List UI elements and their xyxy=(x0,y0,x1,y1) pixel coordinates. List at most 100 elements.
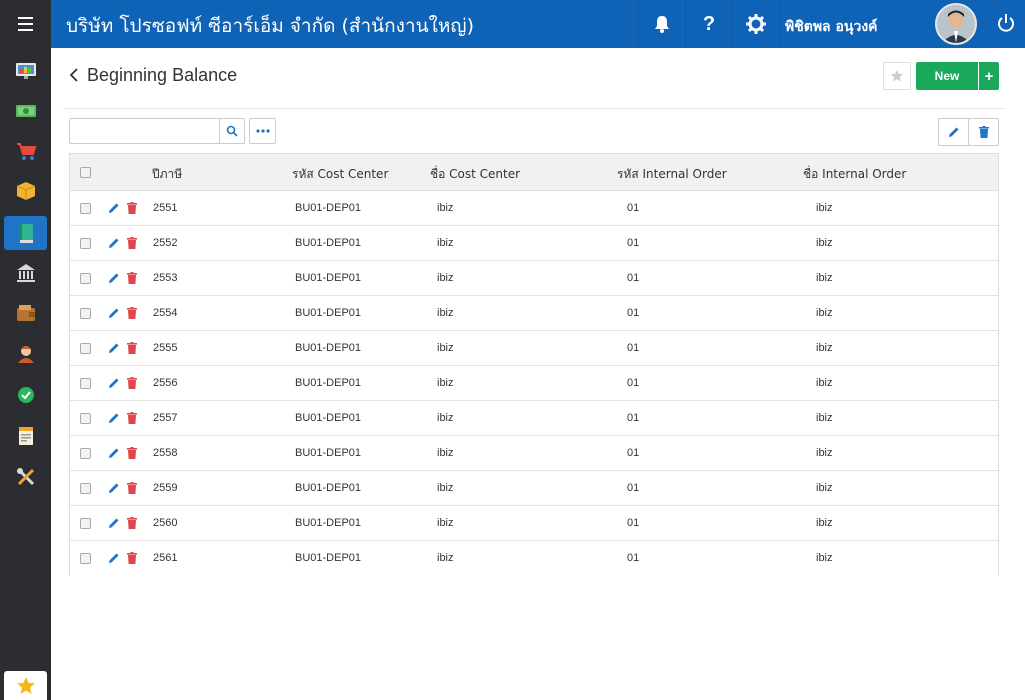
table-row[interactable]: 2557 BU01-DEP01 ibiz 01 ibiz xyxy=(70,401,998,436)
pencil-icon[interactable] xyxy=(108,272,120,284)
new-dropdown-button[interactable]: + xyxy=(978,62,999,90)
sidebar-item-hr[interactable] xyxy=(4,337,47,371)
column-header-cost-center-code[interactable]: รหัส Cost Center xyxy=(292,167,389,181)
table-row[interactable]: 2558 BU01-DEP01 ibiz 01 ibiz xyxy=(70,436,998,471)
table-row[interactable]: 2561 BU01-DEP01 ibiz 01 ibiz xyxy=(70,541,998,576)
cell-cost-center-code: BU01-DEP01 xyxy=(295,342,362,354)
star-icon xyxy=(890,69,904,82)
table-row[interactable]: 2555 BU01-DEP01 ibiz 01 ibiz xyxy=(70,331,998,366)
pencil-icon[interactable] xyxy=(108,202,120,214)
pencil-icon[interactable] xyxy=(108,342,120,354)
pencil-icon[interactable] xyxy=(108,237,120,249)
pencil-icon[interactable] xyxy=(108,412,120,424)
cell-tax-year: 2559 xyxy=(153,482,178,494)
cell-tax-year: 2560 xyxy=(153,517,178,529)
column-header-cost-center-name[interactable]: ชื่อ Cost Center xyxy=(430,167,521,181)
chevron-left-icon xyxy=(69,68,78,82)
favorite-button[interactable] xyxy=(883,62,911,90)
ellipsis-icon xyxy=(255,129,270,133)
pencil-icon[interactable] xyxy=(108,517,120,529)
select-all-checkbox[interactable] xyxy=(80,167,91,178)
pencil-icon[interactable] xyxy=(108,447,120,459)
cell-internal-order-name: ibiz xyxy=(816,482,833,494)
column-header-tax-year[interactable]: ปีภาษี xyxy=(152,167,183,181)
trash-icon[interactable] xyxy=(127,412,137,424)
trash-icon[interactable] xyxy=(127,377,137,389)
row-checkbox[interactable] xyxy=(80,308,91,319)
trash-icon[interactable] xyxy=(127,202,137,214)
edit-selected-button[interactable] xyxy=(938,118,969,146)
row-checkbox[interactable] xyxy=(80,553,91,564)
row-checkbox[interactable] xyxy=(80,378,91,389)
row-checkbox[interactable] xyxy=(80,483,91,494)
cell-cost-center-code: BU01-DEP01 xyxy=(295,412,362,424)
trash-icon[interactable] xyxy=(127,552,137,564)
cell-internal-order-code: 01 xyxy=(627,342,640,354)
delete-selected-button[interactable] xyxy=(968,118,999,146)
row-checkbox[interactable] xyxy=(80,343,91,354)
logout-button[interactable] xyxy=(997,13,1015,38)
sidebar-item-approval[interactable] xyxy=(4,378,47,412)
column-header-internal-order-name[interactable]: ชื่อ Internal Order xyxy=(803,167,907,181)
cell-cost-center-code: BU01-DEP01 xyxy=(295,517,362,529)
cell-cost-center-code: BU01-DEP01 xyxy=(295,202,362,214)
trash-icon[interactable] xyxy=(127,237,137,249)
menu-toggle-button[interactable] xyxy=(0,0,51,48)
sidebar-item-bank[interactable] xyxy=(4,256,47,290)
trash-icon[interactable] xyxy=(127,342,137,354)
table-row[interactable]: 2560 BU01-DEP01 ibiz 01 ibiz xyxy=(70,506,998,541)
row-checkbox[interactable] xyxy=(80,273,91,284)
settings-button[interactable] xyxy=(732,0,779,48)
sidebar-item-wallet[interactable] xyxy=(4,296,47,330)
user-menu[interactable] xyxy=(779,0,997,48)
table-row[interactable]: 2553 BU01-DEP01 ibiz 01 ibiz xyxy=(70,261,998,296)
cell-tax-year: 2553 xyxy=(153,272,178,284)
trash-icon[interactable] xyxy=(127,517,137,529)
avatar[interactable] xyxy=(935,3,977,45)
sidebar xyxy=(0,0,51,700)
pencil-icon[interactable] xyxy=(108,307,120,319)
sidebar-item-cart[interactable] xyxy=(4,134,47,168)
table-row[interactable]: 2551 BU01-DEP01 ibiz 01 ibiz xyxy=(70,191,998,226)
tools-icon xyxy=(16,468,34,486)
row-checkbox[interactable] xyxy=(80,518,91,529)
table-row[interactable]: 2552 BU01-DEP01 ibiz 01 ibiz xyxy=(70,226,998,261)
notification-button[interactable] xyxy=(638,0,685,48)
pencil-icon[interactable] xyxy=(108,552,120,564)
cell-internal-order-code: 01 xyxy=(627,377,640,389)
search-input[interactable] xyxy=(69,118,220,144)
new-button[interactable]: New xyxy=(916,62,978,90)
row-checkbox[interactable] xyxy=(80,448,91,459)
sidebar-favorites[interactable] xyxy=(4,671,47,700)
back-button[interactable] xyxy=(69,67,79,88)
row-checkbox[interactable] xyxy=(80,238,91,249)
table-row[interactable]: 2559 BU01-DEP01 ibiz 01 ibiz xyxy=(70,471,998,506)
cell-internal-order-name: ibiz xyxy=(816,377,833,389)
table-row[interactable]: 2556 BU01-DEP01 ibiz 01 ibiz xyxy=(70,366,998,401)
column-header-internal-order-code[interactable]: รหัส Internal Order xyxy=(617,167,727,181)
row-checkbox[interactable] xyxy=(80,203,91,214)
sidebar-item-settings[interactable] xyxy=(4,460,47,494)
pencil-icon[interactable] xyxy=(108,377,120,389)
report-icon xyxy=(18,427,33,445)
sidebar-item-money[interactable] xyxy=(4,94,47,128)
data-table: ปีภาษี รหัส Cost Center ชื่อ Cost Center… xyxy=(69,153,999,576)
cell-internal-order-name: ibiz xyxy=(816,447,833,459)
pencil-icon[interactable] xyxy=(108,482,120,494)
search-button[interactable] xyxy=(219,118,245,144)
cell-cost-center-name: ibiz xyxy=(437,552,454,564)
trash-icon[interactable] xyxy=(127,482,137,494)
sidebar-item-accounting[interactable] xyxy=(4,216,47,250)
trash-icon[interactable] xyxy=(127,307,137,319)
cell-internal-order-name: ibiz xyxy=(816,237,833,249)
trash-icon[interactable] xyxy=(127,272,137,284)
sidebar-item-dashboard[interactable] xyxy=(4,54,47,88)
sidebar-item-inventory[interactable] xyxy=(4,174,47,208)
table-row[interactable]: 2554 BU01-DEP01 ibiz 01 ibiz xyxy=(70,296,998,331)
company-name[interactable]: บริษัท โปรซอฟท์ ซีอาร์เอ็ม จำกัด (สำนักง… xyxy=(66,15,474,37)
sidebar-item-report[interactable] xyxy=(4,419,47,453)
more-options-button[interactable] xyxy=(249,118,276,144)
trash-icon[interactable] xyxy=(127,447,137,459)
row-checkbox[interactable] xyxy=(80,413,91,424)
help-button[interactable]: ? xyxy=(685,0,732,48)
